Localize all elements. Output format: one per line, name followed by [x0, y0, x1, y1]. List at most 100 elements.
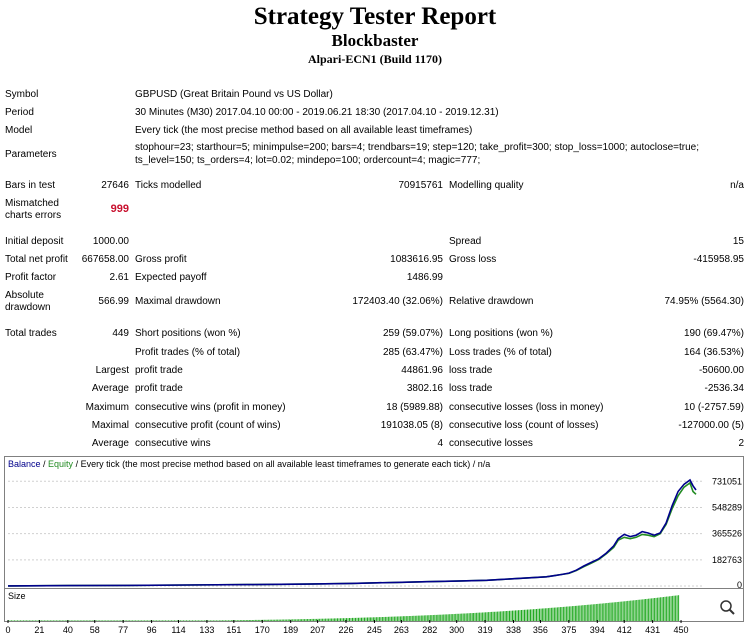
size-bar — [46, 620, 48, 621]
size-bar — [289, 619, 291, 621]
size-bar — [127, 620, 129, 621]
size-bar — [192, 620, 193, 621]
largest-loss-value: -50600.00 — [698, 365, 744, 376]
size-bar — [673, 595, 675, 621]
size-bar — [585, 605, 587, 621]
size-bar — [544, 608, 546, 621]
size-bar — [337, 618, 338, 621]
reldd-label: Relative drawdown — [449, 296, 534, 307]
size-chart: Size — [4, 588, 744, 622]
size-bar — [54, 620, 56, 621]
size-bar — [317, 618, 319, 621]
size-bar — [568, 606, 570, 621]
size-bar — [111, 620, 113, 621]
size-bar — [353, 617, 355, 621]
size-bar — [559, 607, 561, 621]
size-bar — [464, 613, 466, 621]
size-bar — [277, 619, 279, 621]
size-bar — [145, 620, 147, 621]
size-bar — [672, 595, 674, 621]
size-bar — [136, 620, 138, 621]
size-bar — [227, 620, 229, 621]
size-bar — [565, 606, 567, 621]
size-bar — [473, 613, 475, 621]
size-bar — [82, 620, 84, 621]
size-bar — [90, 620, 92, 621]
size-bar — [606, 603, 608, 621]
size-bar — [72, 620, 74, 621]
size-bar — [434, 614, 436, 621]
size-bar — [474, 612, 476, 621]
size-bar — [177, 620, 178, 621]
bars-value: 27646 — [101, 180, 129, 191]
size-bar — [236, 620, 238, 621]
largest-profit-value: 44861.96 — [401, 365, 443, 376]
ltrades-value: 164 (36.53%) — [683, 347, 744, 358]
size-bar — [428, 615, 430, 621]
size-bar — [646, 598, 648, 621]
size-bar — [115, 620, 117, 621]
x-tick-label: 394 — [590, 625, 605, 635]
size-bar — [630, 600, 632, 621]
size-bar — [266, 619, 268, 621]
size-bar — [130, 620, 132, 621]
size-bar — [425, 615, 427, 621]
size-bar — [81, 620, 83, 621]
size-bar — [200, 620, 202, 621]
size-bar — [322, 618, 324, 621]
size-bar — [495, 611, 497, 621]
size-bar — [453, 614, 455, 621]
size-bar — [132, 620, 134, 621]
size-bar — [497, 611, 499, 621]
size-bar — [221, 620, 223, 621]
size-bar — [356, 617, 358, 621]
size-bar — [531, 609, 533, 621]
size-bar — [144, 620, 146, 621]
size-bar — [416, 615, 418, 621]
size-bar — [24, 620, 26, 621]
size-bar — [25, 620, 27, 621]
size-bar — [383, 617, 385, 621]
maximal-label: Maximal — [91, 420, 129, 431]
size-bar — [151, 620, 153, 621]
size-bar — [36, 620, 38, 621]
size-bar — [571, 606, 573, 621]
size-bar — [42, 620, 44, 621]
size-bar — [100, 620, 102, 621]
size-bar — [244, 620, 246, 621]
size-bar — [169, 620, 171, 621]
size-bar — [398, 616, 400, 621]
size-bar — [558, 607, 560, 621]
size-bar — [625, 601, 627, 621]
size-bar — [51, 620, 53, 621]
size-bar — [66, 620, 68, 621]
size-bar — [655, 597, 657, 621]
x-tick-label: 133 — [199, 625, 214, 635]
size-bar — [102, 620, 104, 621]
largest-loss-label: loss trade — [449, 365, 493, 376]
size-bar — [518, 610, 519, 621]
size-bar — [27, 620, 29, 621]
size-bar — [395, 616, 397, 621]
size-bar — [64, 620, 66, 621]
size-bar — [359, 617, 361, 621]
x-tick-label: 40 — [63, 625, 73, 635]
size-bar — [362, 617, 364, 621]
size-bar — [645, 599, 647, 621]
size-bar — [123, 620, 125, 621]
size-bar — [84, 620, 86, 621]
average2-label: Average — [91, 438, 129, 449]
size-bar — [420, 615, 422, 621]
netprofit-value: 667658.00 — [81, 254, 129, 265]
y-tick-label: 365526 — [712, 529, 742, 539]
size-bar — [583, 605, 585, 621]
size-bar — [521, 610, 522, 621]
size-bar — [399, 616, 401, 621]
deposit-label: Initial deposit — [5, 236, 64, 247]
x-tick-label: 245 — [367, 625, 382, 635]
size-bar — [504, 611, 506, 621]
size-bar — [313, 618, 315, 621]
avg-cons-losses-label: consecutive losses — [449, 438, 533, 449]
zoom-icon[interactable] — [720, 600, 735, 615]
size-bar — [576, 605, 578, 621]
